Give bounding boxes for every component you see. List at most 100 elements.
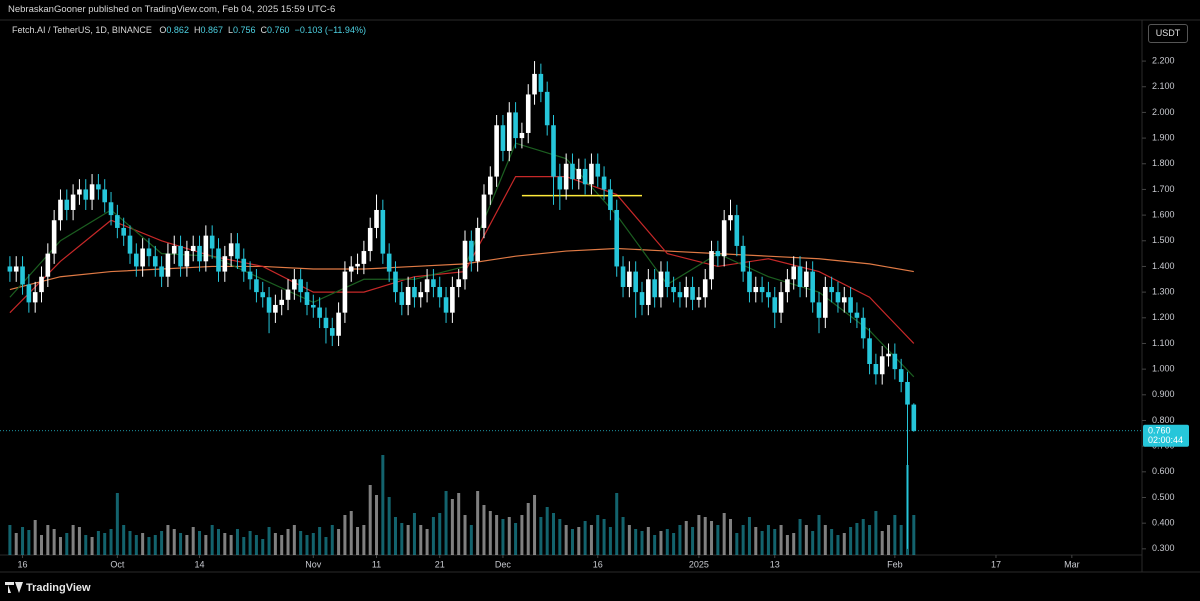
volume-bar	[488, 511, 492, 555]
volume-bar	[261, 539, 265, 555]
candle-body	[759, 286, 765, 293]
candle-body	[664, 271, 670, 287]
candle-body	[304, 292, 310, 305]
candle-body	[772, 297, 778, 313]
volume-bar	[393, 517, 397, 555]
volume-bar	[318, 527, 322, 555]
volume-bar	[191, 527, 195, 555]
volume-bar	[425, 529, 429, 555]
volume-bar	[710, 521, 714, 555]
candle-body	[886, 353, 891, 357]
candle-body	[683, 286, 689, 298]
y-tick-label: 1.500	[1152, 235, 1175, 245]
candle-body	[658, 271, 664, 298]
volume-bar	[8, 525, 12, 555]
volume-bar	[356, 527, 360, 555]
volume-bar	[469, 525, 473, 555]
volume-bar	[179, 533, 183, 555]
candle-body	[121, 227, 126, 236]
ohlc-value: 0.756	[233, 25, 256, 35]
volume-bar	[697, 515, 701, 555]
candle-body	[279, 299, 285, 305]
x-tick-label: 13	[770, 559, 780, 569]
volume-bar	[722, 513, 726, 555]
volume-bar	[640, 531, 644, 555]
volume-bar	[482, 505, 486, 555]
volume-bar	[684, 521, 688, 555]
candle-body	[361, 251, 367, 264]
y-tick-label: 1.400	[1152, 261, 1175, 271]
volume-bar	[520, 515, 524, 555]
y-tick-label: 1.800	[1152, 158, 1175, 168]
candle-body	[740, 245, 746, 272]
candle-body	[487, 176, 493, 195]
volume-bar	[836, 535, 840, 555]
candle-body	[823, 286, 828, 318]
candle-body	[469, 240, 474, 262]
candle-body	[247, 271, 253, 280]
candle-body	[418, 292, 424, 298]
volume-bar	[286, 529, 290, 555]
candle-body	[348, 266, 354, 272]
volume-bar	[96, 531, 100, 555]
volume-bar	[564, 525, 568, 555]
candle-body	[431, 279, 436, 287]
volume-bar	[558, 519, 562, 555]
volume-bar	[280, 535, 284, 555]
candle-body	[879, 356, 885, 375]
candle-body	[804, 271, 809, 287]
candle-body	[228, 243, 234, 257]
candle-body	[134, 253, 139, 267]
x-tick-label: 16	[593, 559, 603, 569]
volume-bar	[46, 525, 50, 555]
candle-body	[778, 292, 784, 313]
candle-body	[171, 245, 177, 254]
candle-body	[450, 286, 455, 313]
x-tick-label: Feb	[887, 559, 903, 569]
volume-bar	[134, 535, 138, 555]
volume-bar	[552, 513, 556, 555]
volume-bar	[419, 525, 423, 555]
candle-body	[696, 297, 702, 300]
last-price-label: 0.760	[1148, 426, 1171, 436]
candle-body	[355, 263, 360, 267]
volume-bar	[779, 525, 783, 555]
volume-bar	[77, 527, 81, 555]
volume-bar	[21, 527, 25, 555]
volume-bar	[602, 519, 606, 555]
volume-bar	[387, 497, 391, 555]
volume-bar	[235, 529, 239, 555]
volume-bar	[678, 525, 682, 555]
ohlc-value: 0.760	[267, 25, 290, 35]
candle-body	[437, 286, 443, 298]
candle-body	[424, 279, 430, 293]
candle-body	[506, 112, 512, 151]
candle-body	[620, 266, 626, 287]
candle-body	[386, 253, 392, 272]
x-tick-label: Mar	[1064, 559, 1080, 569]
brand-logo	[5, 582, 23, 593]
candle-body	[753, 286, 759, 293]
volume-bar	[242, 537, 246, 555]
volume-bar	[406, 525, 410, 555]
candle-body	[677, 292, 683, 298]
candle-body	[443, 297, 449, 313]
candle-body	[570, 163, 575, 180]
candle-body	[525, 94, 531, 133]
volume-bar	[375, 495, 379, 555]
volume-bar	[324, 537, 328, 555]
volume-bar	[254, 535, 258, 555]
candle-body	[140, 248, 145, 267]
volume-bar	[450, 499, 454, 555]
candle-body	[399, 292, 405, 305]
volume-bar	[311, 533, 315, 555]
volume-bar	[589, 525, 593, 555]
volume-bar	[27, 530, 31, 555]
candle-body	[323, 317, 329, 329]
volume-bar	[14, 533, 18, 555]
volume-bar	[457, 493, 461, 555]
volume-bar	[84, 535, 88, 555]
currency-button[interactable]: USDT	[1148, 24, 1188, 43]
volume-bar	[185, 535, 189, 555]
